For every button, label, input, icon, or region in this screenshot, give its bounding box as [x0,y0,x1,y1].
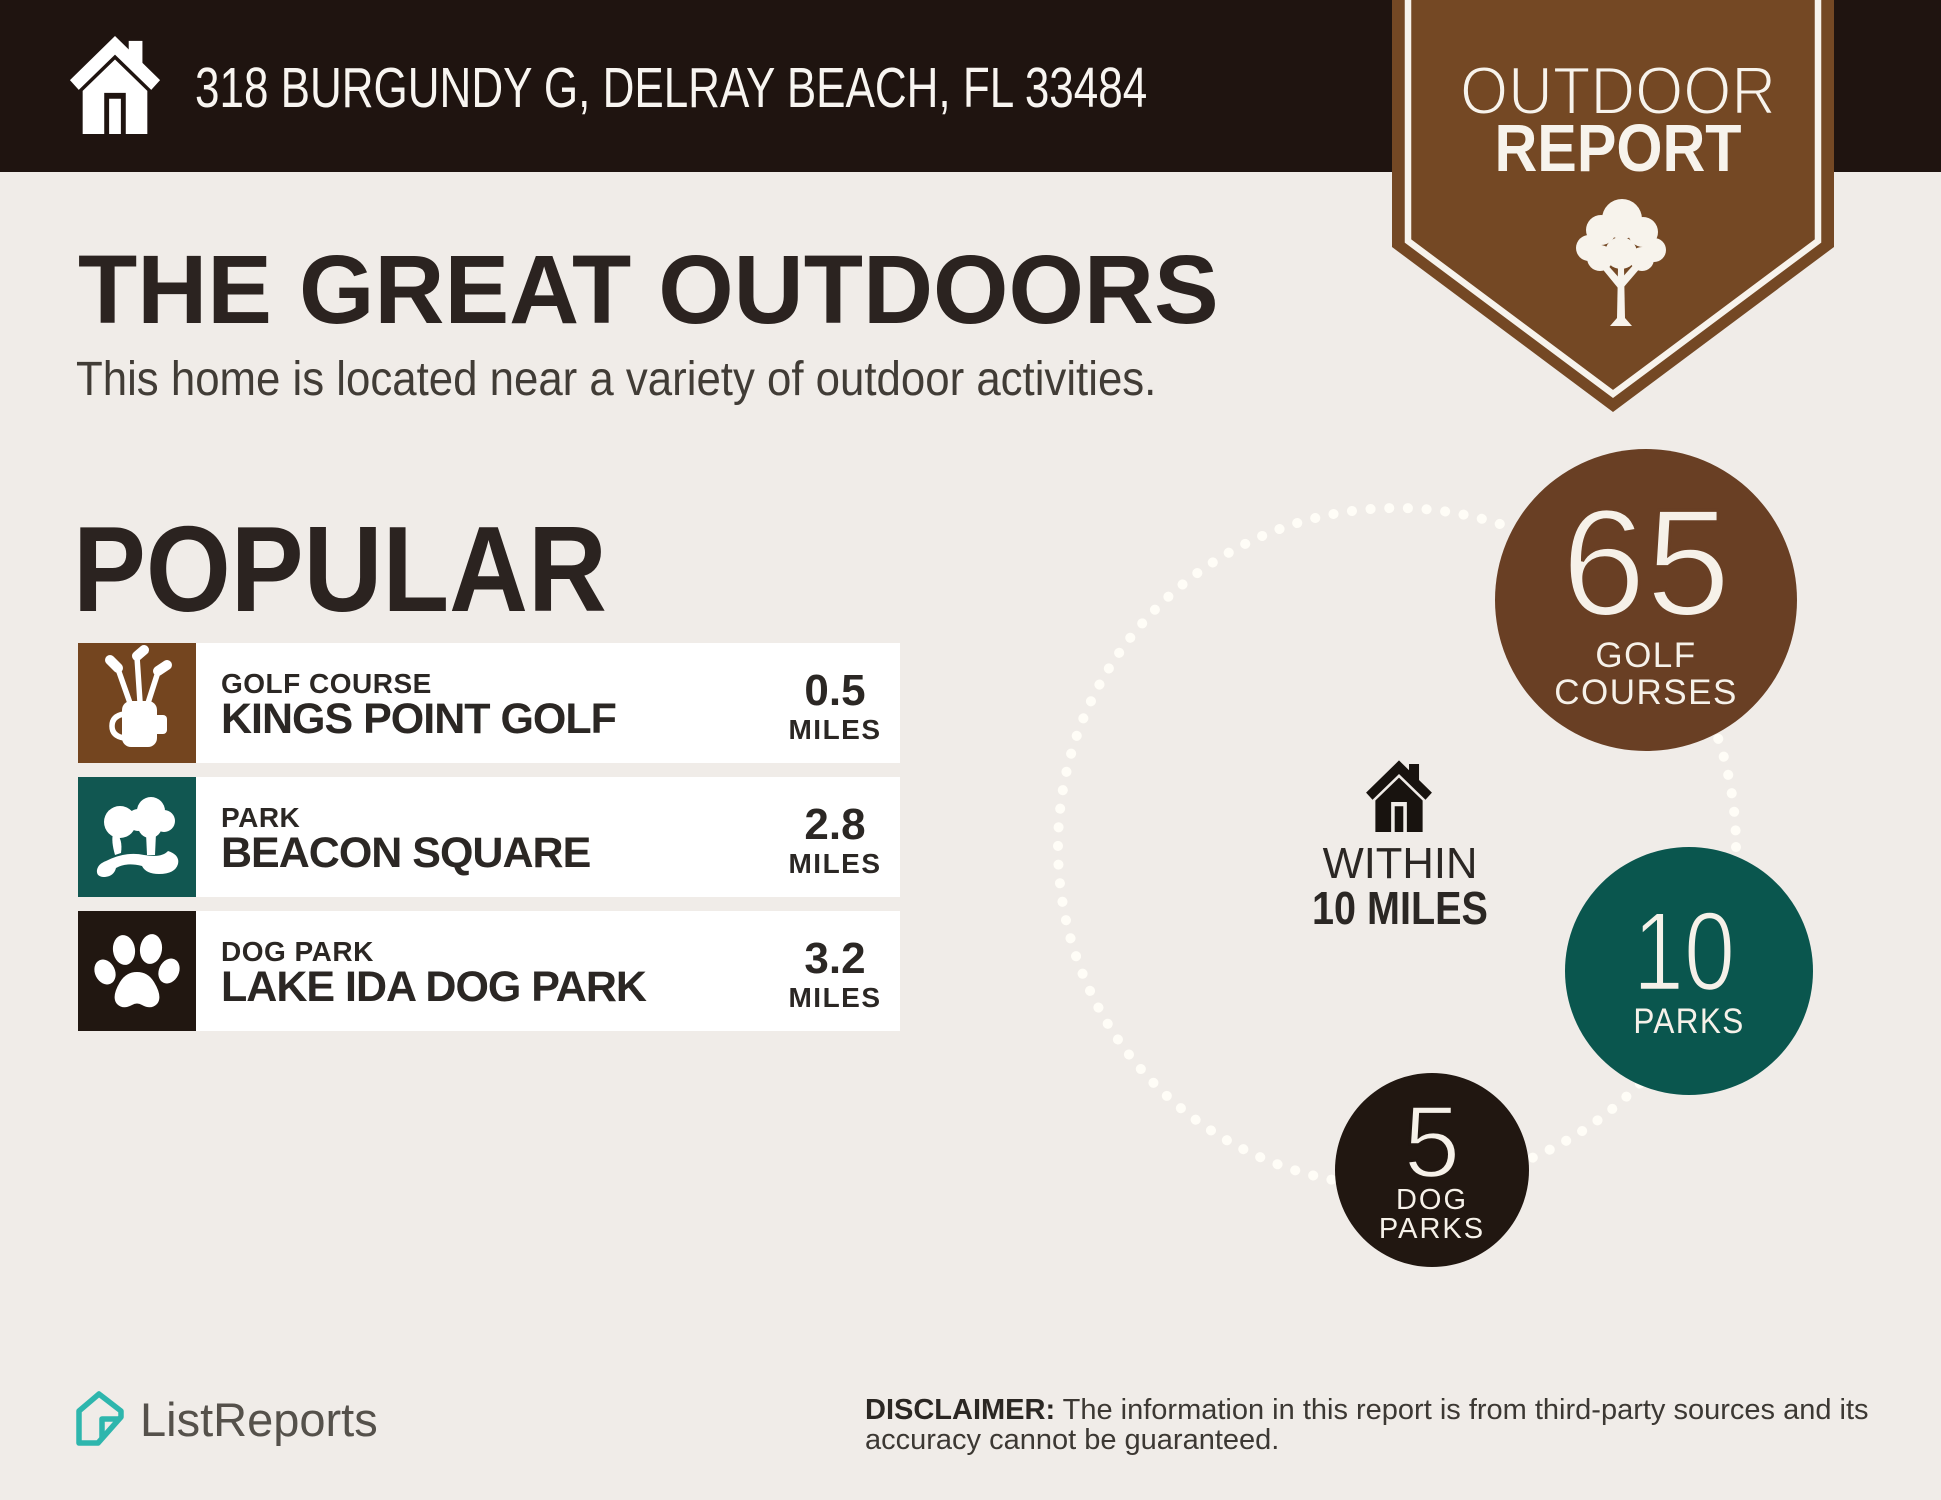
svg-text:REPORT: REPORT [1495,111,1742,186]
svg-text:OUTDOOR: OUTDOOR [1460,53,1776,129]
